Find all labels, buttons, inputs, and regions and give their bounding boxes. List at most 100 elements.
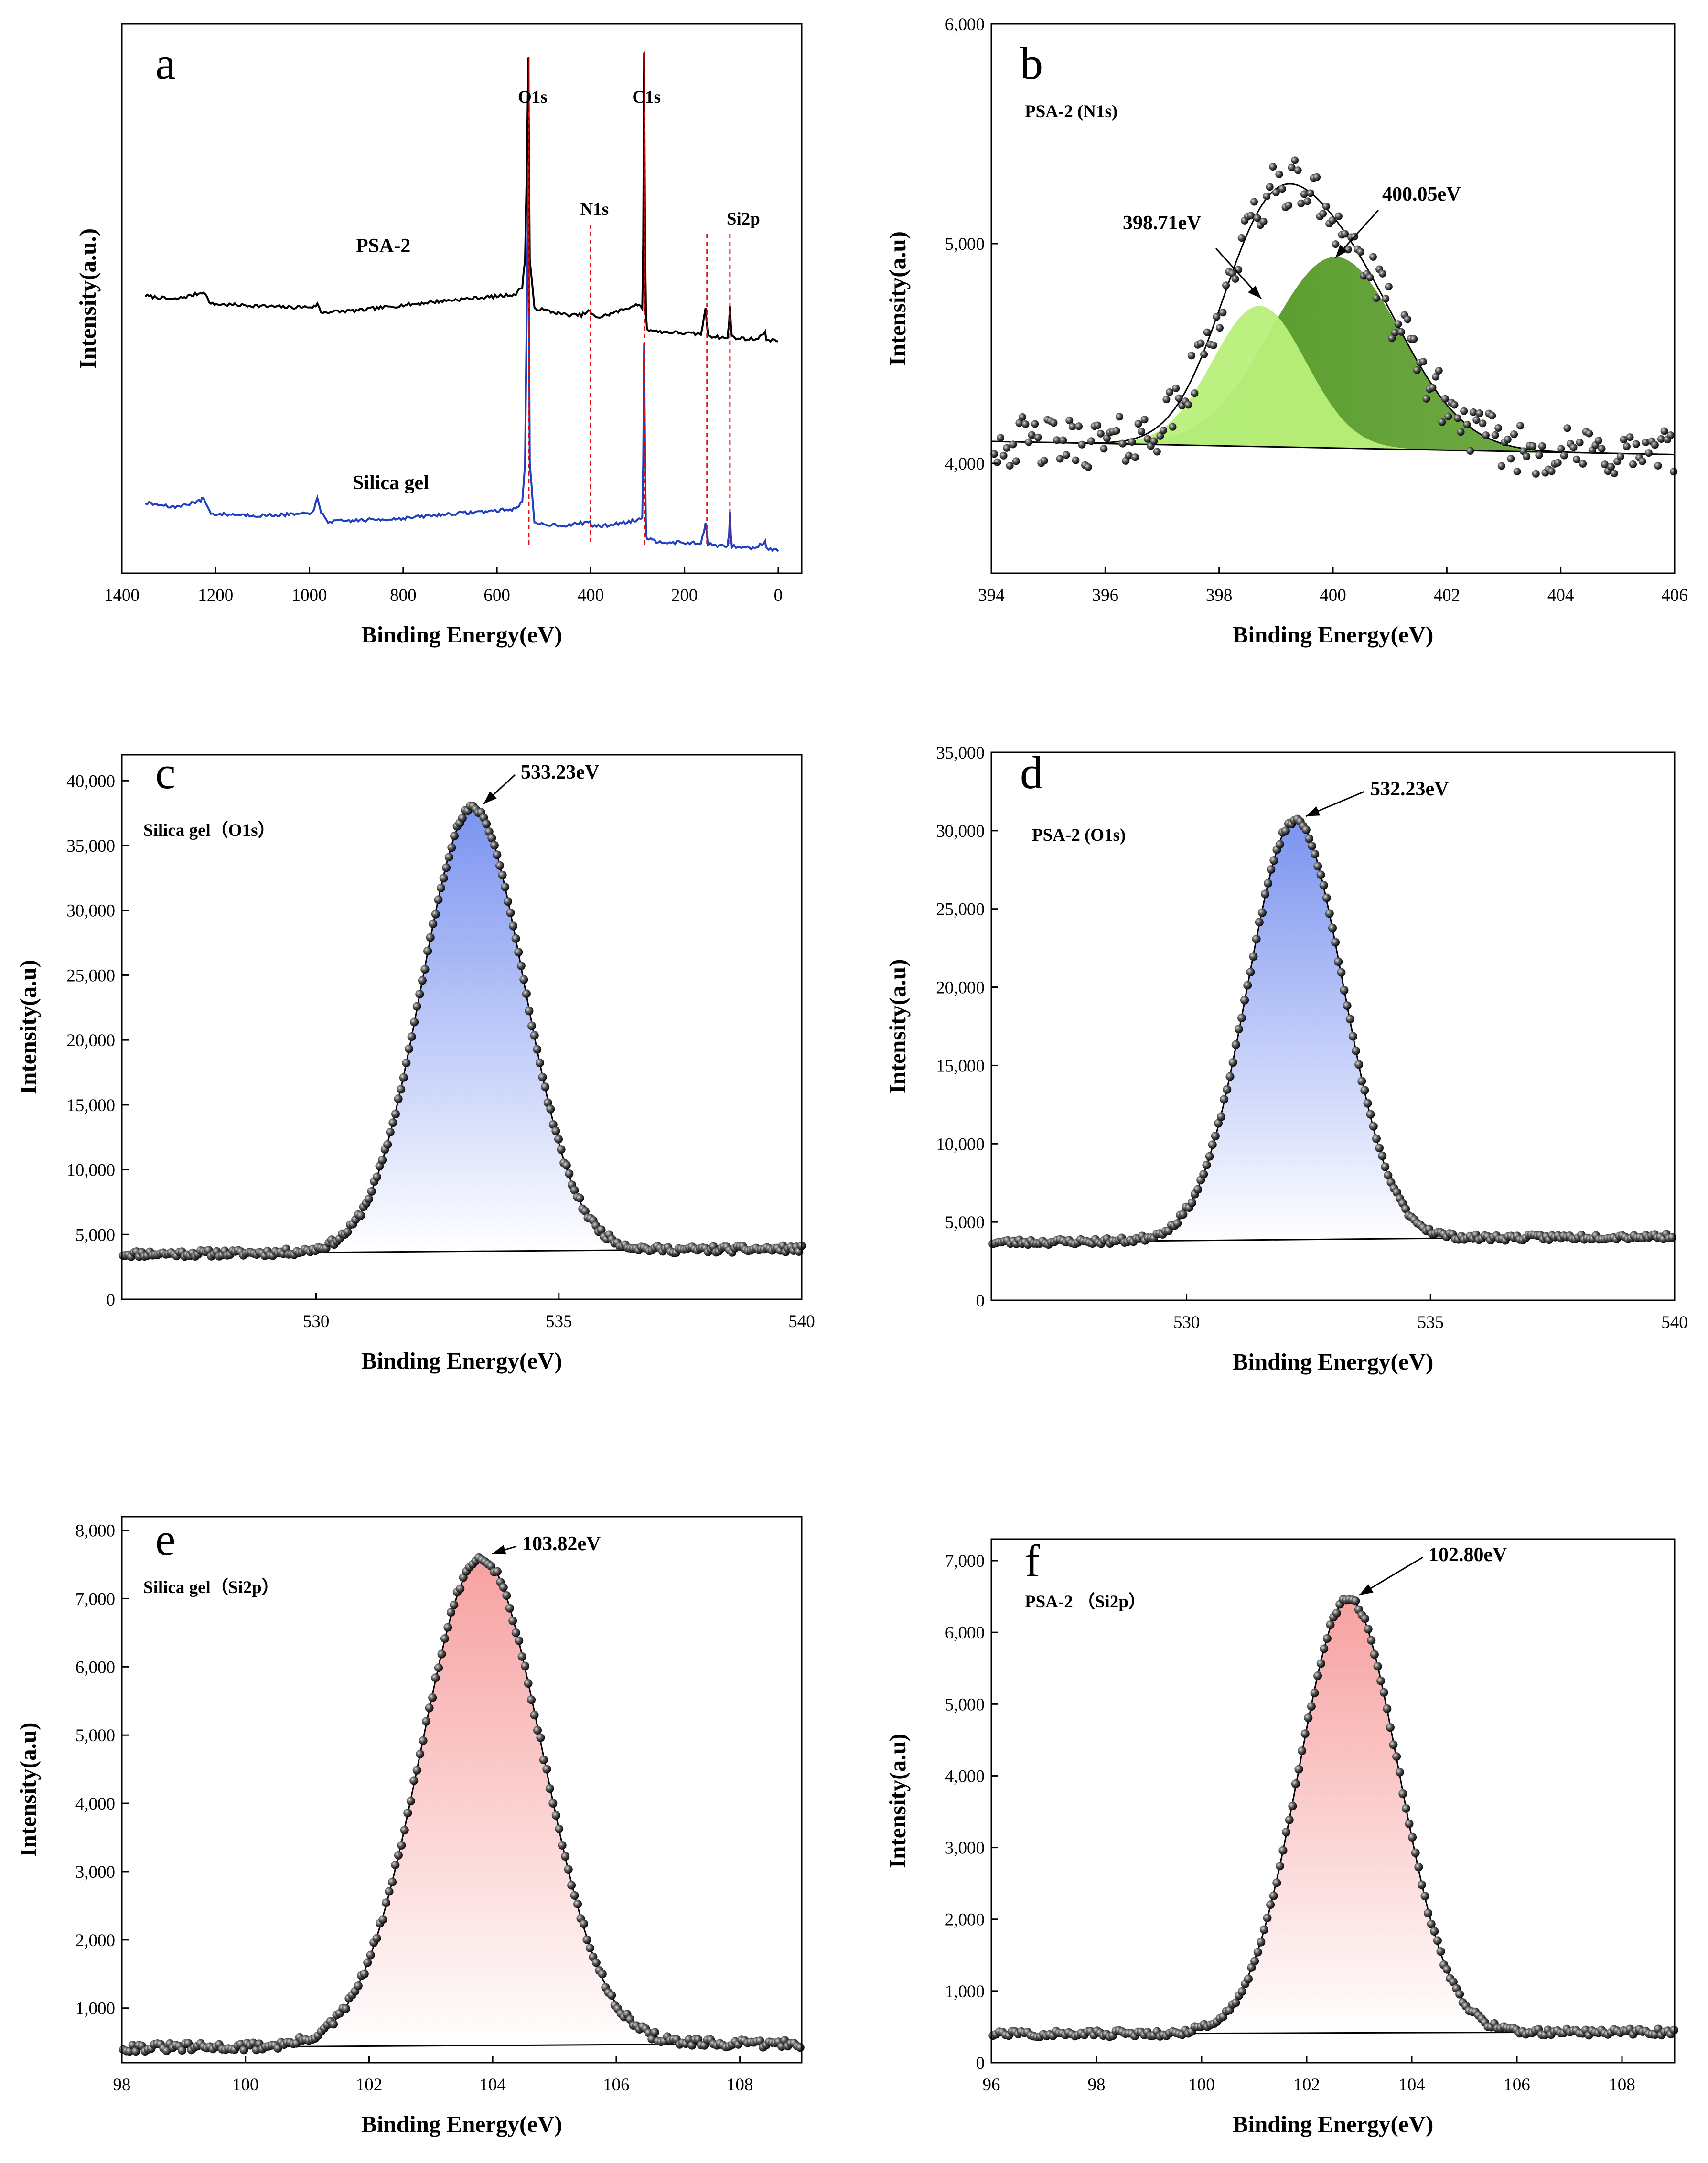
data-point (1507, 455, 1515, 463)
data-point (511, 1628, 520, 1637)
data-point (1449, 1978, 1458, 1986)
data-point (567, 1881, 576, 1890)
data-point (1173, 1219, 1182, 1228)
annotation-arrowhead (1248, 286, 1261, 299)
data-point (1240, 996, 1249, 1005)
data-point (490, 841, 499, 850)
data-point (755, 2036, 764, 2045)
panel-title: PSA-2 （Si2p） (1025, 1592, 1146, 1612)
data-point (515, 1636, 524, 1645)
y-axis-label: Intensity(a.u) (15, 1723, 41, 1857)
data-point (1128, 438, 1136, 446)
panel-c-silica-o1s-spectrum: c Binding Energy(eV) Intensity(a.u) 530 535 5… (15, 747, 815, 1374)
data-point (1622, 442, 1631, 450)
data-point (125, 2047, 134, 2056)
peak-label-c1s: C1s (632, 87, 661, 107)
data-point (1200, 350, 1208, 358)
data-point (1410, 335, 1418, 343)
peak-annotation: 532.23eV (1370, 778, 1449, 800)
data-point (1334, 212, 1343, 220)
y-tick-label: 15,000 (936, 1056, 985, 1076)
data-point (1432, 373, 1440, 381)
data-point (548, 1799, 558, 1808)
fit-component-398.71eV (991, 306, 1675, 455)
data-point (446, 1608, 455, 1617)
data-point (372, 1172, 381, 1181)
data-point (1252, 934, 1261, 943)
data-point (1222, 281, 1230, 289)
data-point (1610, 470, 1618, 478)
y-tick-label: 1,000 (945, 1982, 985, 2002)
peak-fill (1133, 820, 1458, 1241)
data-point (1319, 210, 1327, 218)
x-tick-label: 108 (727, 2075, 753, 2095)
x-tick-label: 402 (1434, 586, 1461, 605)
data-point (517, 1652, 526, 1661)
x-axis-label: Binding Energy(eV) (361, 2111, 562, 2137)
data-point (1175, 394, 1183, 402)
data-point (407, 1032, 416, 1041)
data-point (1569, 443, 1578, 451)
series-line-psa-2 (144, 52, 779, 343)
plot-frame (121, 754, 803, 1300)
data-point (1351, 1596, 1360, 1606)
data-point (1660, 427, 1668, 435)
data-point (1547, 467, 1556, 475)
data-point (1369, 1122, 1378, 1131)
data-point (1367, 1636, 1376, 1645)
data-point (1021, 420, 1030, 428)
data-point (1087, 437, 1096, 445)
y-tick-label: 35,000 (66, 836, 115, 856)
x-tick-label: 108 (1609, 2075, 1635, 2095)
data-point (1263, 1913, 1272, 1922)
x-tick-label: 1200 (198, 586, 233, 605)
data-point (1385, 283, 1393, 291)
data-point (575, 1194, 584, 1203)
data-point (1340, 986, 1349, 995)
data-point (378, 1156, 387, 1165)
data-point (557, 1145, 566, 1154)
data-point (420, 965, 430, 974)
data-point (570, 1186, 579, 1195)
data-point (1297, 199, 1305, 207)
data-point (1294, 166, 1302, 174)
data-point (1366, 273, 1374, 281)
data-point (1638, 457, 1646, 465)
y-tick-label: 5,000 (75, 1726, 115, 1745)
data-point (1436, 1947, 1445, 1956)
peak-fill (300, 808, 646, 1253)
data-point (1413, 366, 1421, 374)
data-point (1191, 389, 1199, 397)
data-point (524, 1679, 533, 1688)
data-point (383, 1140, 392, 1149)
data-point (419, 1736, 428, 1745)
panel-letter: b (1020, 38, 1043, 89)
data-point (1386, 1723, 1395, 1732)
data-point (400, 1826, 409, 1835)
data-point (431, 910, 440, 919)
data-point (521, 1661, 530, 1670)
data-point (391, 1861, 400, 1869)
y-tick-label: 30,000 (936, 822, 985, 841)
data-point (1074, 422, 1083, 430)
data-point (1313, 862, 1322, 871)
data-point (412, 1002, 421, 1011)
data-point (1291, 1779, 1300, 1788)
data-point (1397, 328, 1405, 336)
data-point (514, 948, 523, 957)
data-point (1184, 401, 1192, 409)
data-point (1134, 420, 1142, 428)
data-point (1250, 198, 1258, 206)
data-point (530, 1031, 539, 1040)
data-point (1285, 201, 1293, 209)
y-tick-label: 25,000 (66, 966, 115, 985)
data-point (434, 1663, 443, 1672)
series-line-silica-gel (145, 168, 779, 552)
data-point (1422, 395, 1430, 403)
data-point (548, 1120, 558, 1129)
data-point (456, 1584, 465, 1593)
data-point (1062, 451, 1070, 459)
data-point (1394, 320, 1402, 328)
data-point (527, 1695, 536, 1704)
data-point (1529, 442, 1537, 450)
